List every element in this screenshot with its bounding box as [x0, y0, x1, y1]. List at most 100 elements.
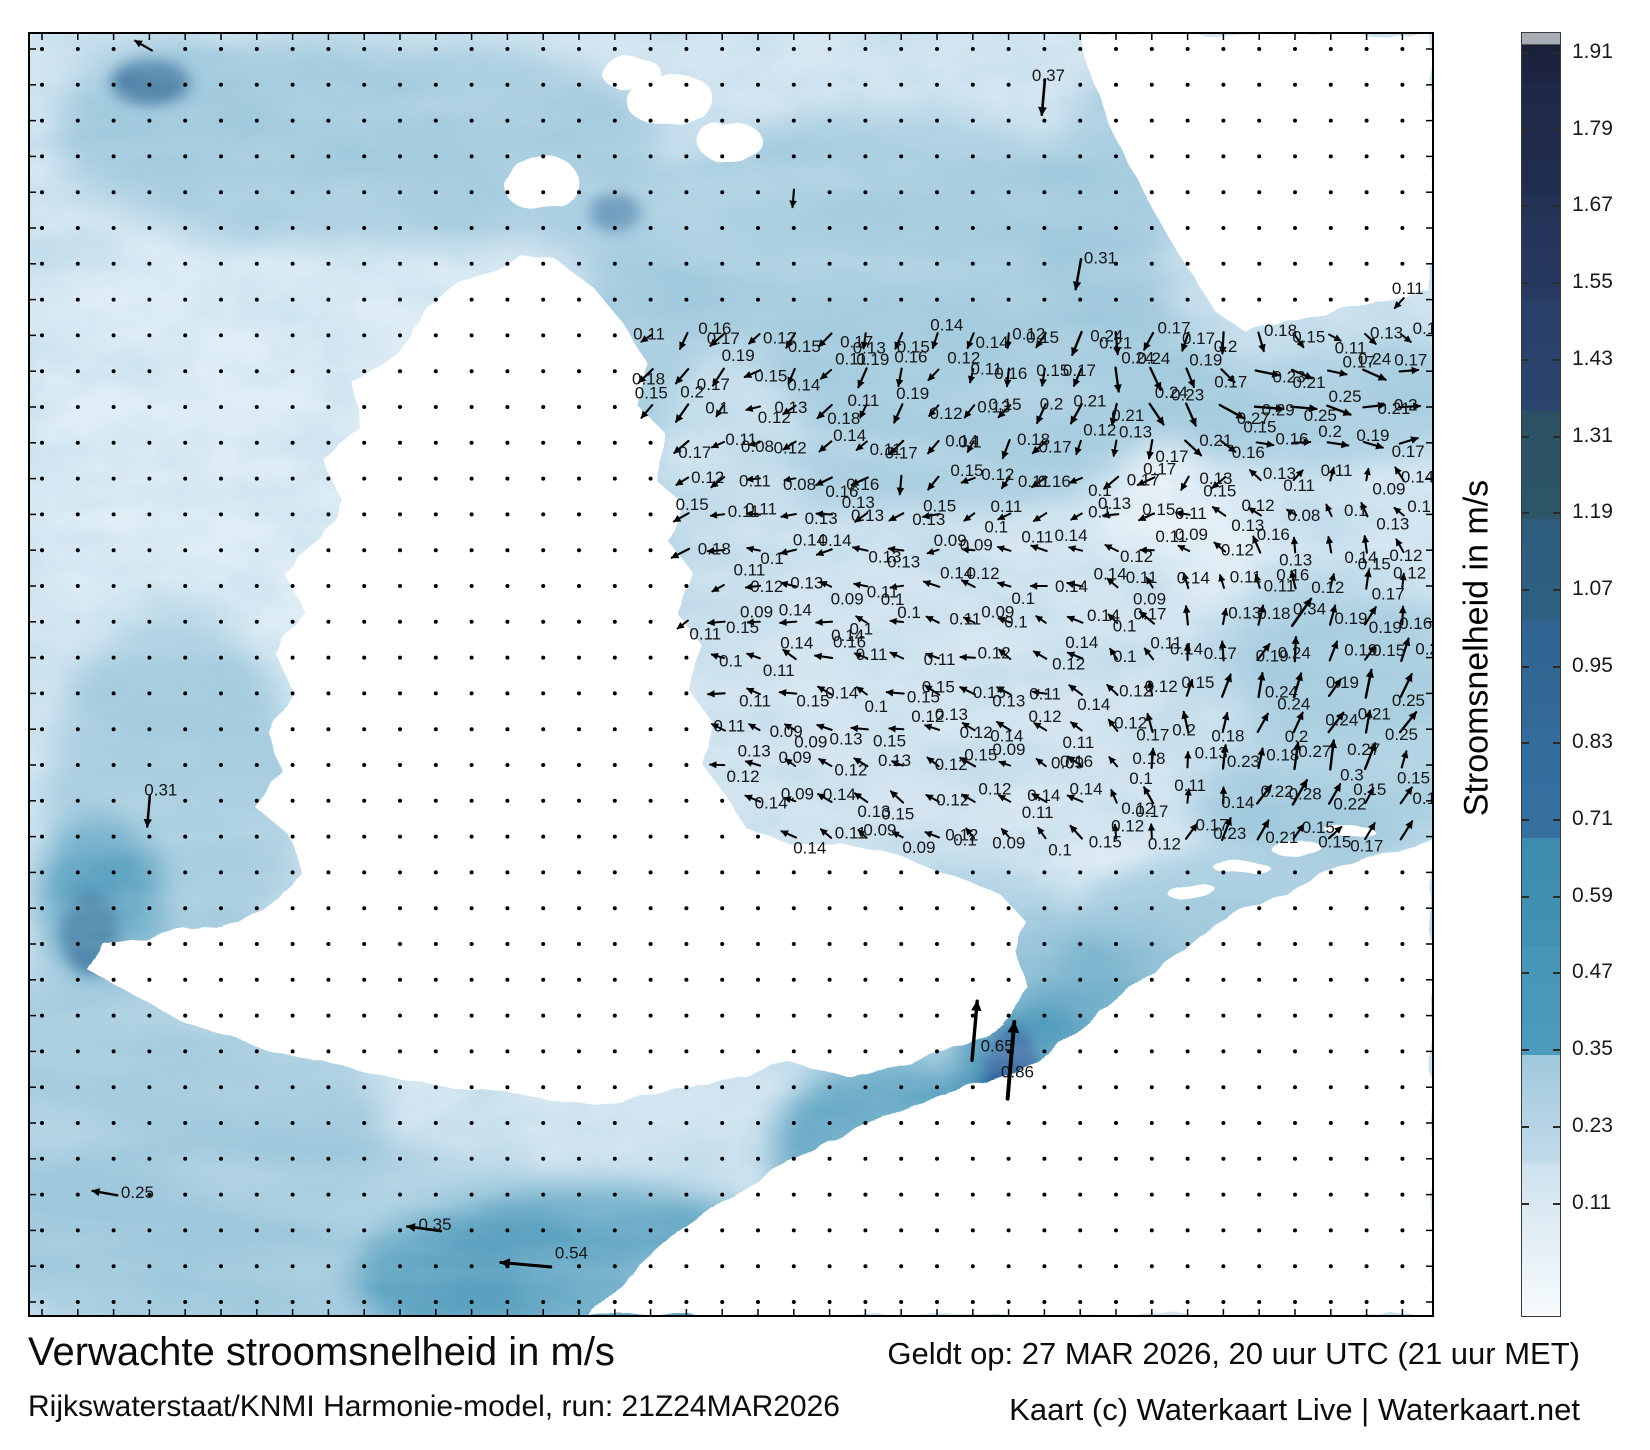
svg-text:0.14: 0.14	[1065, 633, 1098, 652]
colorbar-tick-mark	[1553, 1125, 1560, 1128]
svg-text:0.2: 0.2	[1285, 727, 1309, 746]
svg-text:0.15: 0.15	[1026, 328, 1059, 347]
value-labels-layer: 0.370.310.110.11 0.160.17 0.120.15 0.170.13…	[121, 66, 1432, 1262]
svg-text:0.11: 0.11	[1283, 476, 1315, 495]
svg-text:0.65: 0.65	[981, 1036, 1014, 1055]
colorbar-tick-mark	[1522, 1049, 1529, 1052]
svg-text:0.11: 0.11	[1029, 684, 1061, 703]
svg-text:0.16: 0.16	[833, 633, 866, 652]
svg-text:0.13: 0.13	[868, 548, 901, 567]
colorbar-tick-mark	[1522, 972, 1529, 975]
svg-text:0.37: 0.37	[1032, 66, 1065, 85]
svg-text:0.13: 0.13	[1195, 743, 1228, 762]
svg-text:0.13: 0.13	[1231, 516, 1264, 535]
svg-text:0.15: 0.15	[1302, 818, 1335, 837]
svg-text:0.16: 0.16	[698, 319, 731, 338]
svg-text:0.15: 0.15	[1397, 769, 1430, 788]
svg-text:0.15: 0.15	[1243, 418, 1276, 437]
svg-text:0.09: 0.09	[1133, 589, 1166, 608]
svg-text:0.12: 0.12	[947, 349, 980, 368]
svg-text:0.17: 0.17	[1143, 459, 1176, 478]
svg-text:0.11: 0.11	[1155, 527, 1187, 546]
svg-text:0.12: 0.12	[1311, 578, 1344, 597]
svg-text:0.11: 0.11	[689, 625, 721, 644]
svg-text:0.09: 0.09	[770, 722, 803, 741]
colorbar-tick-mark	[1553, 128, 1560, 131]
svg-text:0.14: 0.14	[831, 626, 864, 645]
map-canvas: 0.37 0.31 0.11 0.11 0.16 0.17 0.12 0.15 0.17 0.13…	[28, 32, 1434, 1317]
svg-text:0.14: 0.14	[1344, 548, 1377, 567]
svg-text:0.24: 0.24	[1265, 682, 1298, 701]
svg-text:0.15: 0.15	[1203, 482, 1236, 501]
svg-text:0.19: 0.19	[1356, 426, 1389, 445]
svg-text:0.18: 0.18	[827, 409, 860, 428]
svg-text:0.15: 0.15	[923, 497, 956, 516]
svg-text:0.16: 0.16	[894, 347, 927, 366]
svg-text:0.11: 0.11	[713, 717, 745, 736]
svg-text:0.08: 0.08	[741, 437, 774, 456]
svg-text:0.14: 0.14	[1027, 786, 1060, 805]
svg-text:0.14: 0.14	[1070, 780, 1103, 799]
colorbar-tick-mark	[1522, 358, 1529, 361]
svg-text:0.15: 0.15	[922, 678, 955, 697]
svg-text:0.19: 0.19	[1256, 646, 1289, 665]
svg-text:0.17: 0.17	[697, 375, 730, 394]
svg-text:0.13: 0.13	[1376, 515, 1409, 534]
svg-text:0.21: 0.21	[1073, 392, 1106, 411]
colorbar-tick-mark	[1553, 972, 1560, 975]
svg-text:0.27: 0.27	[1347, 740, 1380, 759]
svg-text:0.13: 0.13	[790, 574, 823, 593]
svg-text:0.24: 0.24	[1155, 383, 1188, 402]
svg-text:0.11: 0.11	[1018, 472, 1050, 491]
svg-text:0.11: 0.11	[734, 561, 766, 580]
colorbar-tick-mark	[1553, 819, 1560, 822]
svg-text:0.17: 0.17	[1155, 447, 1188, 466]
svg-text:0.11: 0.11	[867, 582, 899, 601]
svg-text:0.09: 0.09	[981, 603, 1014, 622]
svg-text:0.12: 0.12	[1114, 714, 1147, 733]
svg-text:0.15: 0.15	[907, 688, 940, 707]
svg-text:0.09: 0.09	[992, 740, 1025, 759]
svg-text:0.1: 0.1	[760, 549, 784, 568]
svg-text:0.16: 0.16	[1060, 752, 1093, 771]
svg-text:0.13: 0.13	[992, 692, 1025, 711]
colorbar-tick-mark	[1522, 128, 1529, 131]
colorbar-tick-mark	[1522, 1125, 1529, 1128]
svg-text:0.14: 0.14	[1077, 695, 1110, 714]
svg-text:0.17: 0.17	[707, 329, 740, 348]
colorbar-tick-label: 0.95	[1572, 653, 1613, 677]
svg-text:0.13: 0.13	[935, 705, 968, 724]
svg-text:0.14: 0.14	[1055, 526, 1088, 545]
colorbar-tick-mark	[1553, 435, 1560, 438]
svg-text:0.19: 0.19	[1189, 350, 1222, 369]
svg-text:0.17: 0.17	[1350, 837, 1383, 856]
svg-text:0.2: 0.2	[1394, 396, 1418, 415]
svg-text:0.12: 0.12	[1221, 540, 1254, 559]
svg-text:0.15: 0.15	[726, 618, 759, 637]
svg-text:0.17: 0.17	[1394, 351, 1427, 370]
svg-text:0.15: 0.15	[873, 732, 906, 751]
svg-text:0.11: 0.11	[848, 391, 880, 410]
svg-text:0.1: 0.1	[1011, 589, 1035, 608]
svg-text:0.21: 0.21	[1111, 406, 1144, 425]
colorbar-tick-mark	[1522, 588, 1529, 591]
svg-text:0.15: 0.15	[1181, 673, 1214, 692]
svg-text:0.11: 0.11	[1174, 776, 1206, 795]
svg-text:0.14: 0.14	[780, 634, 813, 653]
svg-text:0.16: 0.16	[846, 475, 879, 494]
colorbar-tick-label: 1.55	[1572, 270, 1613, 294]
svg-text:0.12: 0.12	[1121, 799, 1154, 818]
svg-text:0.13: 0.13	[1098, 494, 1131, 513]
svg-text:0.1: 0.1	[705, 399, 729, 418]
svg-text:0.11: 0.11	[728, 502, 760, 521]
svg-text:0.11: 0.11	[1021, 528, 1053, 547]
svg-text:0.08: 0.08	[783, 475, 816, 494]
svg-text:0.23: 0.23	[1415, 640, 1432, 659]
svg-text:0.21: 0.21	[1099, 334, 1132, 353]
colorbar-tick-label: 0.71	[1572, 807, 1613, 831]
svg-text:0.34: 0.34	[1293, 599, 1326, 618]
colorbar-tick-mark	[1553, 205, 1560, 208]
svg-text:0.25: 0.25	[1392, 691, 1425, 710]
svg-text:0.09: 0.09	[960, 535, 993, 554]
